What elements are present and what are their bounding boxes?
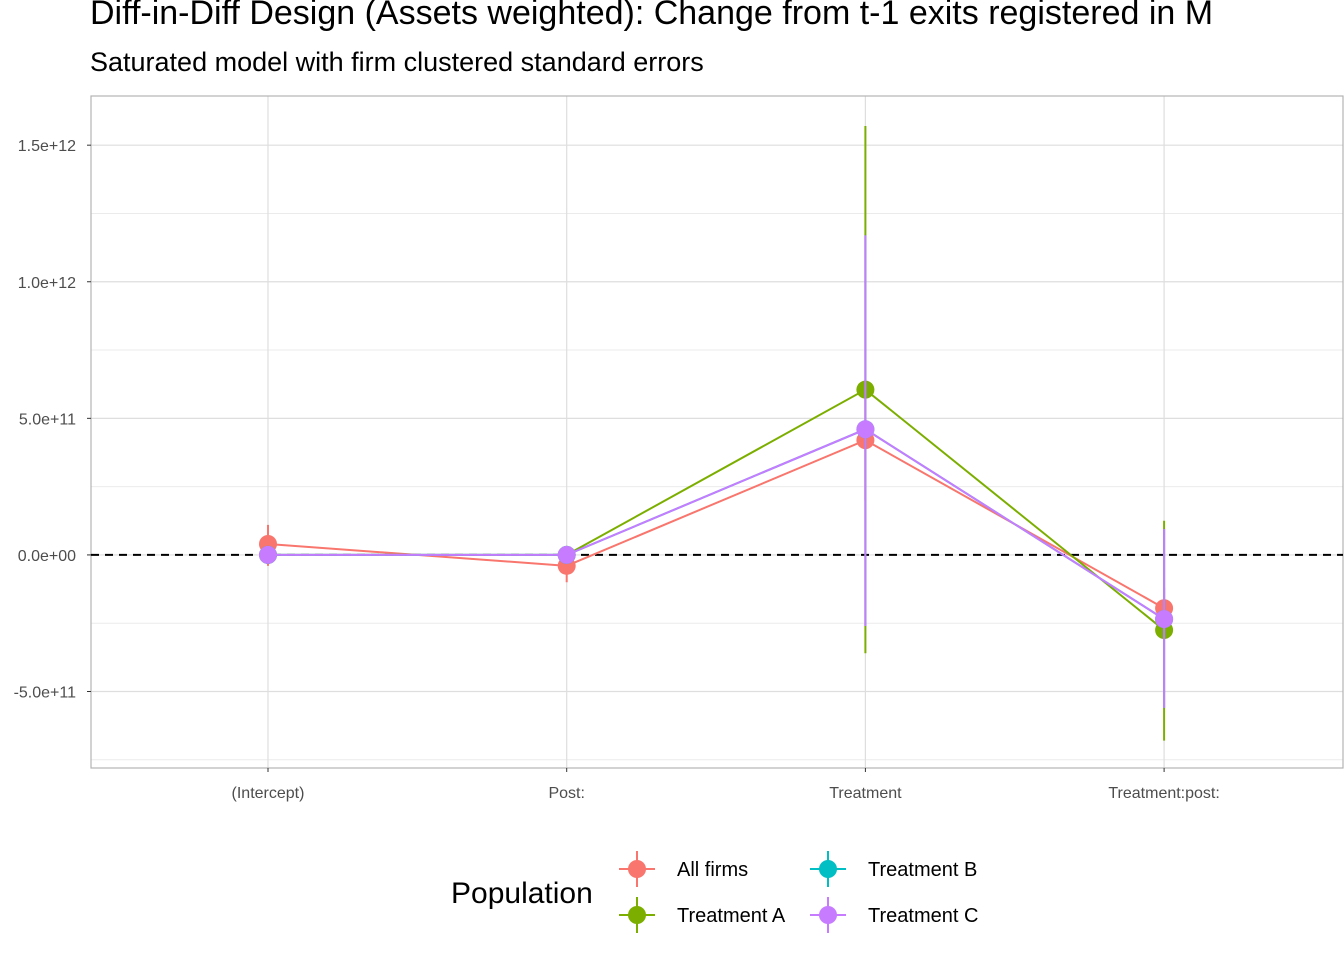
legend-label: Treatment A (677, 905, 786, 927)
legend-label: All firms (677, 859, 748, 881)
legend-item: Treatment A (619, 897, 786, 933)
series-all-firms (259, 380, 1174, 629)
legend: Population All firms Treatment B Treatment … (451, 851, 978, 933)
chart-subtitle: Saturated model with firm clustered stan… (90, 47, 704, 77)
legend-key-point (628, 860, 646, 878)
legend-key-point (819, 860, 837, 878)
axis-layer: -5.0e+11 0.0e+00 5.0e+11 1.0e+12 1.5e+12 (Int… (14, 138, 1220, 802)
series-line (268, 428, 1165, 620)
data-point (259, 545, 277, 564)
legend-item: All firms (619, 851, 748, 887)
series-line (267, 439, 1165, 610)
legend-label: Treatment B (868, 859, 977, 881)
data-point (557, 545, 576, 564)
x-tick-label: Treatment:post: (1108, 785, 1219, 802)
y-tick-label: 1.0e+12 (18, 275, 76, 292)
series-line (268, 428, 1165, 620)
legend-item: Treatment B (810, 851, 977, 887)
grid-layer (90, 95, 1344, 769)
series-treatment-c (259, 235, 1174, 708)
panel-border (90, 95, 1344, 769)
y-tick-label: 1.5e+12 (18, 138, 76, 155)
series-treatment-a (259, 126, 1174, 741)
series-layer (259, 126, 1174, 741)
legend-key-point (628, 906, 646, 924)
data-point (856, 420, 875, 439)
legend-title: Population (451, 877, 593, 910)
y-tick-label: 0.0e+00 (18, 548, 76, 565)
x-tick-label: Post: (548, 785, 584, 802)
x-tick-label: (Intercept) (232, 785, 305, 802)
legend-label: Treatment C (868, 905, 978, 927)
legend-item: Treatment C (810, 897, 978, 933)
y-tick-label: -5.0e+11 (14, 685, 77, 702)
data-point (1155, 610, 1174, 629)
x-tick-label: Treatment (829, 785, 902, 802)
legend-key-point (819, 906, 837, 924)
y-tick-label: 5.0e+11 (19, 411, 76, 428)
chart-title: Diff-in-Diff Design (Assets weighted): C… (90, 0, 1214, 32)
series-line (268, 388, 1165, 631)
